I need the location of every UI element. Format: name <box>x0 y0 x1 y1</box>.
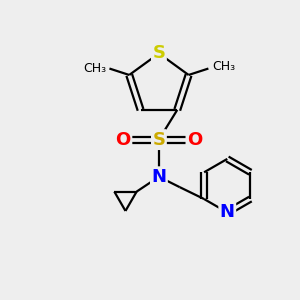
Text: S: S <box>152 130 165 148</box>
Text: N: N <box>152 168 166 186</box>
Text: S: S <box>152 44 165 62</box>
Text: O: O <box>116 130 131 148</box>
Text: N: N <box>220 203 235 221</box>
Text: CH₃: CH₃ <box>83 62 106 75</box>
Text: CH₃: CH₃ <box>212 60 235 73</box>
Text: O: O <box>187 130 202 148</box>
